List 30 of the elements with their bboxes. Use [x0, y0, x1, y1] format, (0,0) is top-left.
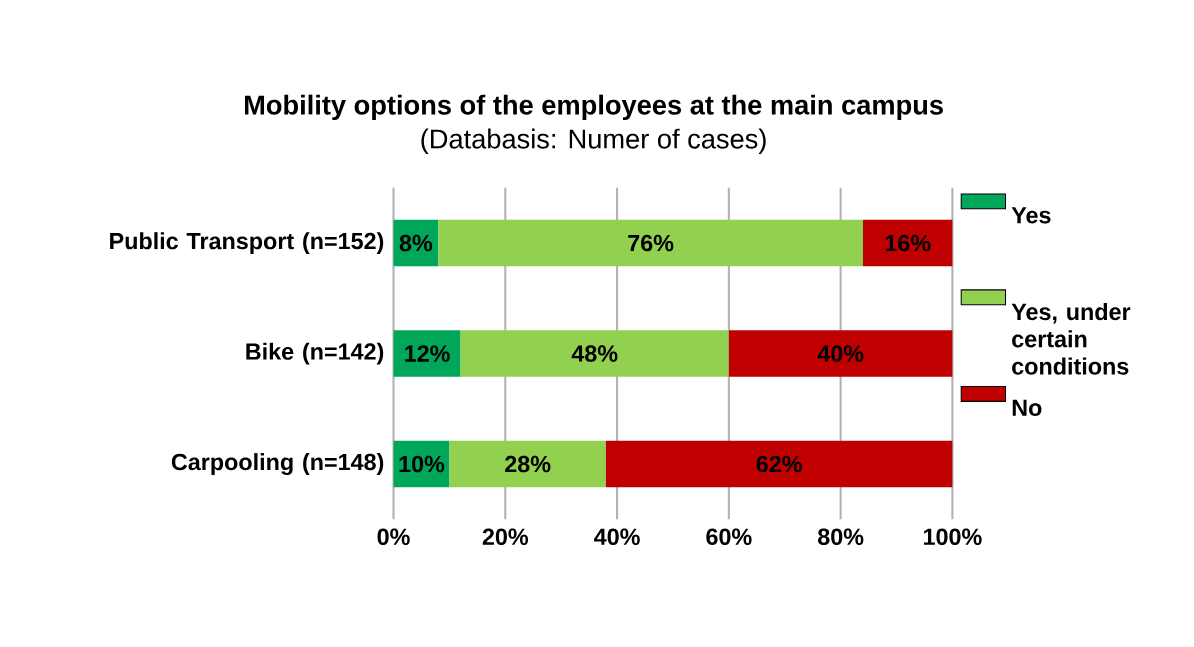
- bar: [605, 440, 953, 488]
- data-label: 28%: [505, 455, 551, 473]
- bar: [449, 440, 606, 488]
- data-label: 48%: [571, 345, 618, 362]
- chart-subtitle: (Databasis: Numer of cases): [421, 128, 766, 154]
- x-tick-label: 40%: [594, 528, 640, 546]
- x-tick-label: 0%: [377, 528, 410, 546]
- data-label: 8%: [399, 234, 433, 252]
- data-label: 76%: [628, 234, 674, 252]
- bar: [393, 330, 461, 377]
- data-label: 16%: [885, 234, 931, 252]
- data-label: 62%: [756, 455, 802, 473]
- x-tick-label: 80%: [817, 528, 864, 546]
- bar: [728, 330, 953, 377]
- bar: [438, 219, 863, 267]
- x-tick-label: 100%: [924, 528, 982, 546]
- text: Yes, under certain conditions: [1011, 302, 1131, 375]
- bar: [460, 330, 729, 377]
- y-tick-label: Bike (n=142): [246, 342, 384, 365]
- y-tick-label: Public Transport (n=152): [110, 232, 384, 254]
- y-tick-label: Carpooling (n=148): [171, 453, 384, 475]
- chart-title: Mobility options of the employees at the main campus: [244, 94, 943, 121]
- legend-label: No: [1012, 399, 1042, 416]
- data-label: 12%: [405, 345, 450, 362]
- data-label: 10%: [399, 455, 445, 473]
- bar: [862, 219, 953, 267]
- x-tick-label: 20%: [482, 528, 529, 546]
- data-label: 40%: [817, 345, 864, 362]
- x-tick-label: 60%: [706, 528, 752, 546]
- legend-label: Yes: [1011, 207, 1051, 224]
